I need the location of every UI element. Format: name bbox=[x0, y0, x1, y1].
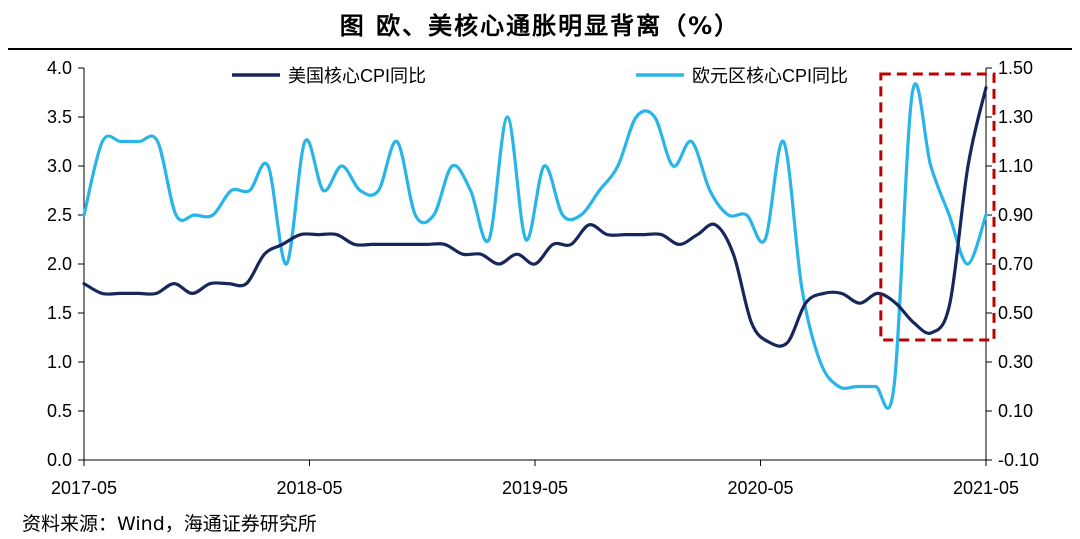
y-right-tick-label: 1.30 bbox=[998, 107, 1033, 127]
y-right-tick-label: 0.90 bbox=[998, 205, 1033, 225]
title-divider bbox=[8, 48, 1072, 50]
series-line-us-core-cpi bbox=[82, 86, 988, 348]
y-left-tick-label: 0.0 bbox=[47, 450, 72, 470]
y-right-tick-label: 0.70 bbox=[998, 254, 1033, 274]
legend-label: 美国核心CPI同比 bbox=[288, 66, 426, 86]
y-left-tick-label: 2.0 bbox=[47, 254, 72, 274]
x-tick-label: 2018-05 bbox=[276, 478, 342, 498]
y-right-tick-label: -0.10 bbox=[998, 450, 1039, 470]
x-tick-label: 2017-05 bbox=[51, 478, 117, 498]
chart-title: 图 欧、美核心通胀明显背离（%） bbox=[339, 12, 741, 40]
y-left-tick-label: 0.5 bbox=[47, 401, 72, 421]
y-left-tick-label: 3.5 bbox=[47, 107, 72, 127]
y-right-tick-label: 1.10 bbox=[998, 156, 1033, 176]
highlight-box-group bbox=[879, 72, 996, 342]
axes: 0.0 0.5 1.0 1.5 2.0 2.5 3.0 3.5 4.0 -0.10 0.10 0.30… bbox=[47, 58, 1039, 498]
source-note: 资料来源：Wind，海通证券研究所 bbox=[22, 513, 317, 535]
series-lines bbox=[82, 82, 988, 410]
x-tick-label: 2020-05 bbox=[727, 478, 793, 498]
x-tick-label: 2019-05 bbox=[502, 478, 568, 498]
highlight-box bbox=[879, 72, 996, 342]
legend-label: 欧元区核心CPI同比 bbox=[692, 66, 848, 86]
y-right-tick-label: 0.10 bbox=[998, 401, 1033, 421]
y-right-tick-label: 0.50 bbox=[998, 303, 1033, 323]
y-left-tick-label: 1.5 bbox=[47, 303, 72, 323]
y-left-tick-label: 1.0 bbox=[47, 352, 72, 372]
legend: 美国核心CPI同比 欧元区核心CPI同比 bbox=[232, 66, 848, 86]
y-left-tick-label: 4.0 bbox=[47, 58, 72, 78]
y-right-tick-label: 0.30 bbox=[998, 352, 1033, 372]
y-right-tick-label: 1.50 bbox=[998, 58, 1033, 78]
x-tick-label: 2021-05 bbox=[953, 478, 1019, 498]
series-line-euro-core-cpi bbox=[82, 82, 988, 410]
line-chart: 0.0 0.5 1.0 1.5 2.0 2.5 3.0 3.5 4.0 -0.10 0.10 0.30… bbox=[47, 58, 1039, 498]
y-left-tick-label: 2.5 bbox=[47, 205, 72, 225]
y-left-tick-label: 3.0 bbox=[47, 156, 72, 176]
